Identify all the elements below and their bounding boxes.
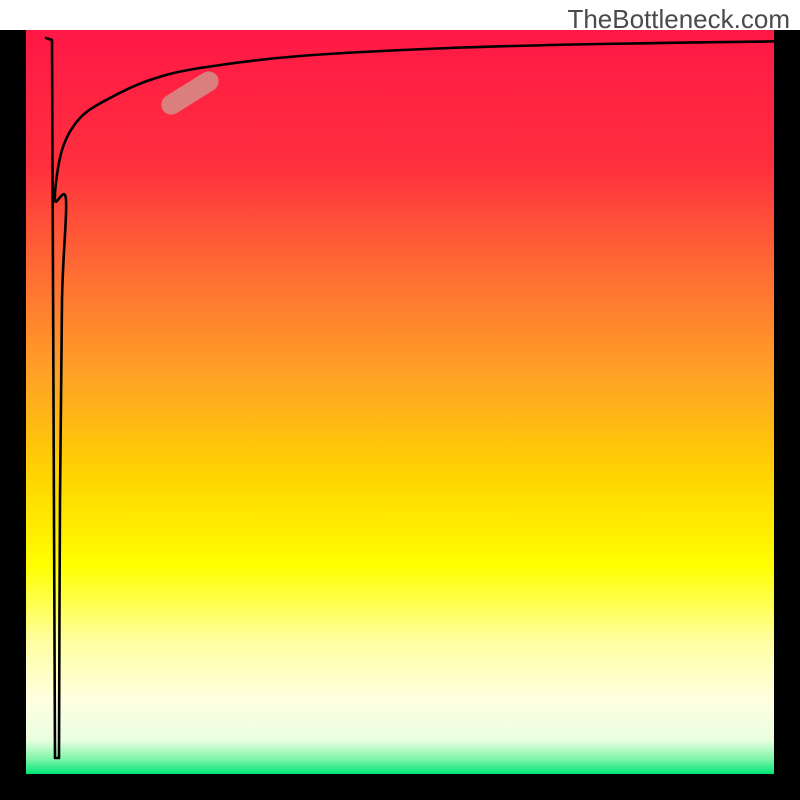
- chart-frame: TheBottleneck.com: [0, 0, 800, 800]
- axis-border-right: [774, 30, 800, 800]
- bottleneck-chart-svg: [0, 0, 800, 800]
- gradient-background: [26, 30, 774, 774]
- watermark-text: TheBottleneck.com: [567, 4, 790, 35]
- axis-border-bottom: [0, 774, 800, 800]
- axis-border-left: [0, 30, 26, 800]
